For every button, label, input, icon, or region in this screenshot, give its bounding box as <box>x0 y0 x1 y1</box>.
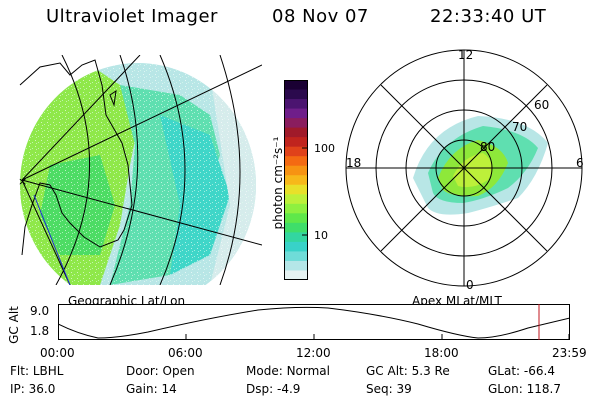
xtick-0000: 00:00 <box>40 346 75 360</box>
header-date: 08 Nov 07 <box>272 6 369 27</box>
status-gc-alt: GC Alt: 5.3 Re <box>366 364 450 378</box>
polar-grid <box>345 49 583 287</box>
altitude-curve <box>58 306 570 339</box>
colorbar-band <box>284 108 308 119</box>
xtick-1800: 18:00 <box>424 346 459 360</box>
status-door: Door: Open <box>126 364 195 378</box>
geographic-image-panel: × <box>18 55 262 285</box>
mlt-label-0: 0 <box>466 278 474 292</box>
colorbar-band <box>284 165 308 176</box>
altitude-ytick-max: 9.0 <box>30 304 50 318</box>
colorbar-band <box>284 222 308 233</box>
lat-lon-grid <box>21 55 262 285</box>
colorbar-band <box>284 194 308 205</box>
colorbar-band <box>284 175 308 186</box>
colorbar-tick-10: 10 <box>314 229 328 242</box>
status-flt: Flt: LBHL <box>10 364 64 378</box>
colorbar-band <box>284 270 308 280</box>
mlat-label-70: 70 <box>512 120 528 134</box>
colorbar-band <box>284 213 308 224</box>
colorbar-band <box>284 137 308 148</box>
colorbar-band <box>284 251 308 262</box>
colorbar-band <box>284 80 308 91</box>
xtick-1200: 12:00 <box>296 346 331 360</box>
altitude-plot <box>58 304 570 340</box>
colorbar-tick-100: 100 <box>314 142 335 155</box>
altitude-ylabel: GC Alt <box>7 306 21 344</box>
aurora-image-left <box>20 63 256 285</box>
status-glat: GLat: -66.4 <box>488 364 555 378</box>
status-glon: GLon: 118.7 <box>488 382 561 396</box>
polar-mlat-mlt-panel <box>345 49 583 287</box>
mlt-label-6: 6 <box>576 156 584 170</box>
colorbar-band <box>284 232 308 243</box>
colorbar-band <box>284 241 308 252</box>
xtick-2359: 23:59 <box>552 346 587 360</box>
mlt-label-12: 12 <box>458 48 474 62</box>
colorbar-label: photon cm⁻²s⁻¹ <box>271 136 285 230</box>
status-gain: Gain: 14 <box>126 382 177 396</box>
mlat-label-60: 60 <box>534 98 550 112</box>
colorbar-band <box>284 260 308 271</box>
colorbar-band <box>284 156 308 167</box>
colorbar-band <box>284 99 308 110</box>
status-mode: Mode: Normal <box>246 364 330 378</box>
header-time: 22:33:40 UT <box>430 6 547 27</box>
terminator-line <box>33 194 71 285</box>
colorbar-band <box>284 118 308 129</box>
colorbar-band <box>284 184 308 195</box>
status-dsp: Dsp: -4.9 <box>246 382 301 396</box>
colorbar-band <box>284 89 308 100</box>
status-ip: IP: 36.0 <box>10 382 56 396</box>
mlat-label-80: 80 <box>480 140 496 154</box>
xtick-0600: 06:00 <box>168 346 203 360</box>
colorbar-band <box>284 203 308 214</box>
status-seq: Seq: 39 <box>366 382 412 396</box>
coastline <box>19 59 133 256</box>
mlt-label-18: 18 <box>346 156 362 170</box>
instrument-title: Ultraviolet Imager <box>46 6 218 27</box>
colorbar-band <box>284 146 308 157</box>
aurora-image-right <box>413 116 548 215</box>
colorbar-band <box>284 127 308 138</box>
pole-marker: × <box>18 175 27 188</box>
colorbar <box>284 80 308 280</box>
altitude-ytick-min: 1.8 <box>30 324 50 338</box>
